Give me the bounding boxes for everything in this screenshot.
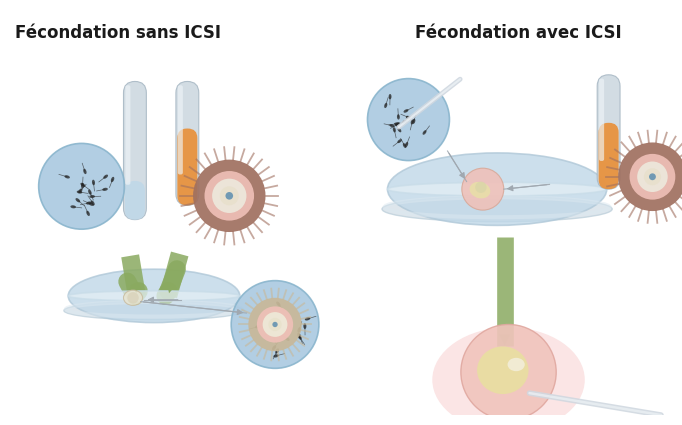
Ellipse shape [384, 103, 387, 108]
Ellipse shape [80, 183, 85, 187]
FancyBboxPatch shape [177, 128, 197, 205]
Ellipse shape [271, 333, 275, 338]
Ellipse shape [403, 143, 406, 148]
FancyBboxPatch shape [176, 82, 198, 205]
Ellipse shape [405, 142, 409, 147]
Ellipse shape [398, 128, 401, 132]
Ellipse shape [102, 188, 108, 191]
FancyBboxPatch shape [599, 79, 604, 161]
Ellipse shape [404, 109, 409, 113]
Ellipse shape [305, 317, 310, 320]
Ellipse shape [81, 183, 84, 188]
Circle shape [368, 79, 449, 161]
Ellipse shape [88, 190, 91, 195]
FancyBboxPatch shape [125, 85, 130, 185]
Ellipse shape [276, 301, 280, 306]
Ellipse shape [91, 201, 95, 205]
Ellipse shape [507, 358, 524, 371]
Circle shape [268, 318, 282, 331]
Ellipse shape [396, 122, 400, 126]
Ellipse shape [406, 116, 411, 119]
Ellipse shape [272, 323, 278, 326]
Ellipse shape [303, 323, 306, 329]
Ellipse shape [111, 177, 115, 182]
FancyBboxPatch shape [599, 123, 619, 189]
Circle shape [462, 168, 504, 210]
Circle shape [248, 298, 301, 351]
Circle shape [39, 143, 124, 229]
Ellipse shape [77, 190, 83, 194]
Ellipse shape [76, 198, 80, 202]
Ellipse shape [406, 116, 411, 119]
FancyBboxPatch shape [123, 82, 147, 220]
Circle shape [644, 168, 661, 185]
Ellipse shape [393, 127, 396, 133]
Ellipse shape [387, 153, 607, 225]
Ellipse shape [78, 189, 83, 193]
Ellipse shape [382, 196, 612, 222]
Ellipse shape [298, 335, 301, 340]
Circle shape [461, 325, 557, 420]
Ellipse shape [477, 346, 529, 394]
Circle shape [649, 173, 656, 180]
Ellipse shape [64, 301, 244, 320]
Ellipse shape [397, 114, 400, 119]
Ellipse shape [389, 124, 395, 127]
Ellipse shape [83, 169, 87, 174]
Ellipse shape [274, 320, 278, 325]
Ellipse shape [470, 182, 490, 198]
Ellipse shape [269, 329, 274, 333]
Circle shape [257, 306, 293, 343]
Ellipse shape [387, 182, 607, 196]
Ellipse shape [423, 130, 426, 135]
Circle shape [226, 192, 233, 200]
Ellipse shape [272, 345, 276, 350]
Ellipse shape [402, 120, 407, 123]
Text: Fécondation avec ICSI: Fécondation avec ICSI [415, 24, 621, 42]
Circle shape [128, 292, 138, 303]
Ellipse shape [273, 322, 277, 327]
Ellipse shape [92, 180, 95, 185]
Ellipse shape [411, 119, 414, 125]
Text: Fécondation sans ICSI: Fécondation sans ICSI [15, 24, 221, 42]
Ellipse shape [68, 291, 240, 301]
Circle shape [618, 142, 682, 211]
Ellipse shape [412, 119, 415, 124]
Ellipse shape [297, 333, 301, 338]
FancyBboxPatch shape [597, 75, 620, 189]
FancyBboxPatch shape [178, 85, 183, 175]
Ellipse shape [123, 290, 143, 306]
Circle shape [205, 171, 254, 221]
Ellipse shape [273, 323, 278, 327]
Ellipse shape [86, 201, 91, 204]
Circle shape [263, 312, 287, 337]
Ellipse shape [284, 337, 290, 341]
Ellipse shape [89, 202, 94, 206]
Circle shape [637, 162, 668, 192]
Ellipse shape [266, 329, 271, 332]
Ellipse shape [297, 327, 301, 333]
Ellipse shape [389, 94, 391, 99]
Ellipse shape [432, 327, 584, 425]
Ellipse shape [65, 175, 70, 178]
FancyBboxPatch shape [125, 181, 145, 220]
Ellipse shape [103, 175, 108, 179]
Circle shape [220, 186, 239, 205]
Ellipse shape [255, 325, 261, 329]
Circle shape [212, 178, 246, 213]
Circle shape [475, 181, 487, 193]
Circle shape [272, 322, 278, 327]
Circle shape [193, 160, 265, 232]
Ellipse shape [276, 348, 279, 354]
Circle shape [231, 280, 319, 368]
Ellipse shape [68, 269, 240, 323]
Circle shape [629, 154, 675, 200]
Ellipse shape [89, 195, 95, 198]
Ellipse shape [394, 122, 400, 125]
Ellipse shape [273, 354, 279, 357]
Ellipse shape [87, 211, 90, 216]
Ellipse shape [398, 139, 402, 143]
Ellipse shape [70, 205, 76, 208]
